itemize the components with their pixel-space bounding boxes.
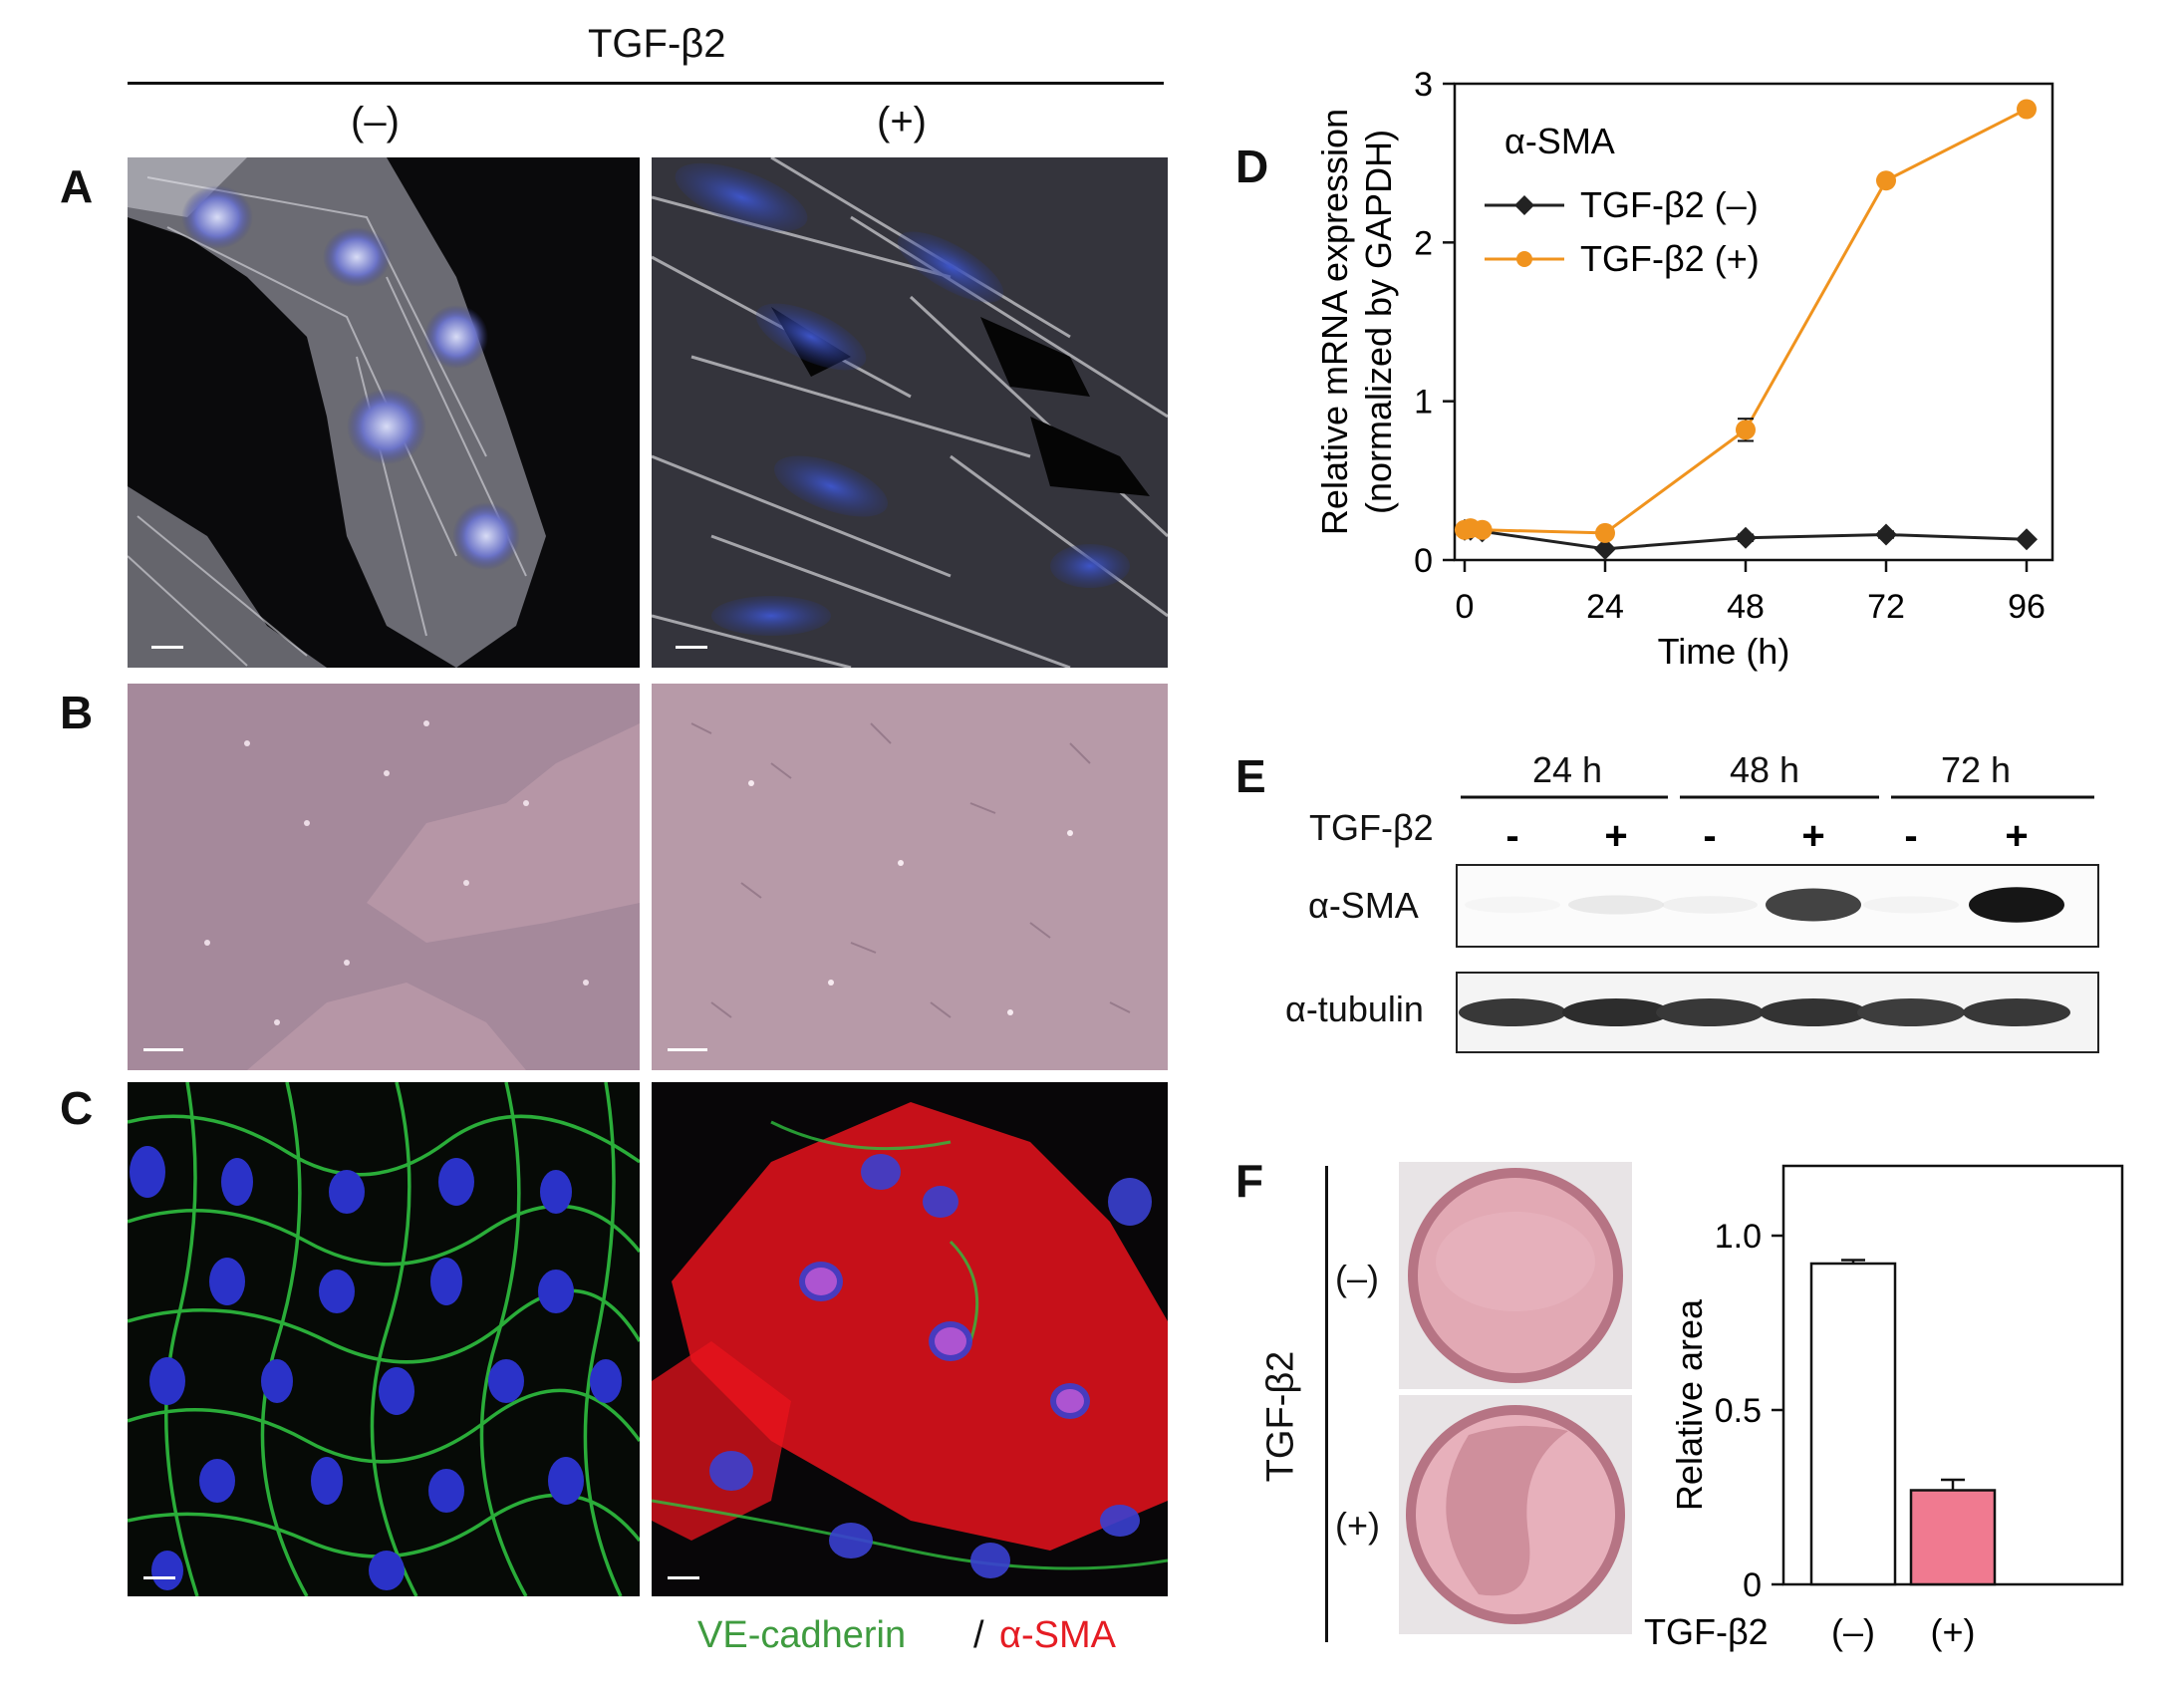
band-sma [1766, 888, 1861, 922]
chart-f-relative-area: 0 0.5 1.0 Relative area (–) (+) TGF-β2 [1644, 1164, 2124, 1652]
y-axis-label: Relative mRNA expression [1314, 109, 1355, 535]
lane-sign: + [1604, 814, 1627, 858]
dish-label-minus: (–) [1335, 1258, 1379, 1298]
panel-label-e: E [1235, 750, 1266, 802]
y-axis-label: Relative area [1669, 1298, 1710, 1511]
lane-sign: - [1904, 814, 1917, 858]
panel-label-c: C [60, 1082, 94, 1134]
dish-image-untreated [1399, 1162, 1632, 1389]
x-tick-label: 0 [1456, 588, 1475, 626]
band-tubulin [1656, 998, 1764, 1026]
y-tick-label: 2 [1414, 224, 1433, 262]
y-tick-label: 1 [1414, 384, 1433, 422]
band-sma [1863, 896, 1959, 914]
x-tick-label: 24 [1586, 588, 1624, 626]
data-point [1594, 537, 1616, 560]
legend-separator: / [973, 1614, 984, 1656]
panel-label-d: D [1235, 141, 1269, 192]
panel-label-f: F [1235, 1155, 1264, 1207]
treatment-header: TGF-β2 [588, 22, 726, 66]
legend-alpha-sma: α-SMA [999, 1614, 1116, 1656]
data-point [2017, 99, 2037, 120]
micrograph-c-untreated [128, 1082, 640, 1596]
data-point [2016, 528, 2038, 551]
x-category-label: (+) [1931, 1611, 1976, 1652]
x-axis-label: Time (h) [1658, 631, 1790, 672]
y-tick-label: 3 [1414, 66, 1433, 104]
micrograph-b-untreated [128, 684, 640, 1070]
x-tick-label: 48 [1727, 588, 1765, 626]
data-point [1595, 522, 1615, 543]
chart-d-frame [1453, 82, 2054, 562]
band-tubulin [1760, 998, 1867, 1026]
data-point [1735, 526, 1757, 549]
header-rule [128, 82, 1164, 85]
bar [1909, 1489, 1997, 1586]
dish-label-plus: (+) [1335, 1505, 1380, 1546]
panel-label-a: A [60, 160, 94, 212]
y-axis-label-2: (normalized by GAPDH) [1358, 130, 1399, 514]
panel-f-bracket [1325, 1166, 1328, 1642]
panel-label-b: B [60, 687, 94, 738]
band-sma [1465, 896, 1560, 914]
lane-sign: - [1703, 814, 1716, 858]
lane-sign: + [1801, 814, 1824, 858]
legend-entry: TGF-β2 (–) [1580, 184, 1759, 225]
data-point [1736, 420, 1756, 440]
y-tick-label: 0 [1743, 1566, 1762, 1604]
blot-time-72h: 72 h [1941, 749, 2012, 790]
micrograph-a-untreated [128, 157, 640, 668]
band-tubulin [1963, 998, 2070, 1026]
band-sma [1969, 887, 2064, 923]
blot-row-label-sma: α-SMA [1308, 885, 1419, 926]
blot-time-24h: 24 h [1532, 749, 1603, 790]
micrograph-b-treated [652, 684, 1168, 1070]
x-category-label: (–) [1831, 1611, 1875, 1652]
legend-marker [1514, 195, 1534, 215]
micrograph-a-treated [652, 157, 1168, 668]
legend-title: α-SMA [1504, 121, 1615, 161]
minus-column-label: (–) [351, 100, 400, 143]
band-tubulin [1562, 998, 1670, 1026]
blot-time-48h: 48 h [1730, 749, 1800, 790]
micrograph-c-treated [652, 1082, 1168, 1596]
bar [1809, 1262, 1897, 1586]
chart-d-mrna-expression: 0 1 2 3 0 24 48 72 96 Time (h) Relative mRNA expre… [1314, 66, 2054, 672]
band-sma [1568, 895, 1664, 915]
dish-image-treated [1399, 1395, 1632, 1634]
lane-sign: - [1505, 814, 1518, 858]
y-tick-label: 0.5 [1715, 1392, 1762, 1430]
band-tubulin [1459, 998, 1566, 1026]
blot-treatment-label: TGF-β2 [1309, 807, 1434, 848]
plus-column-label: (+) [877, 100, 927, 143]
legend-ve-cadherin: VE-cadherin [697, 1614, 907, 1656]
panel-f-vertical-label: TGF-β2 [1259, 1350, 1302, 1483]
data-point [1876, 170, 1896, 191]
y-tick-label: 0 [1414, 542, 1433, 580]
y-tick-label: 1.0 [1715, 1218, 1762, 1256]
x-tick-label: 72 [1867, 588, 1905, 626]
western-blot-e: - + - + - + [1275, 737, 2132, 1076]
band-sma [1662, 896, 1758, 914]
data-point [1472, 519, 1493, 540]
series-line [1464, 108, 2028, 535]
band-tubulin [1857, 998, 1965, 1026]
x-tick-label: 96 [2008, 588, 2046, 626]
data-point [1875, 523, 1897, 546]
legend-marker [1516, 251, 1532, 267]
blot-row-label-tubulin: α-tubulin [1285, 989, 1424, 1029]
x-axis-label: TGF-β2 [1644, 1611, 1769, 1652]
lane-sign: + [2005, 814, 2028, 858]
legend-entry: TGF-β2 (+) [1580, 238, 1760, 279]
